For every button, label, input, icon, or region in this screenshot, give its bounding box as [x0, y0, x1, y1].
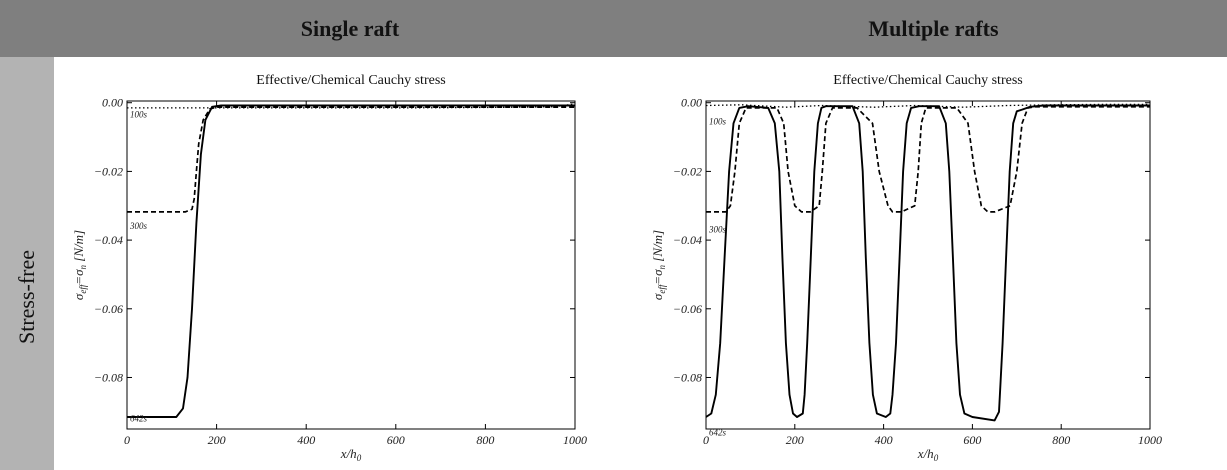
- x-tick-label: 200: [208, 433, 226, 447]
- y-tick-label: −0.02: [673, 164, 702, 178]
- chart-multiple-rafts: Effective/Chemical Cauchy stress 0 200 400 6…: [650, 73, 1162, 463]
- x-tick-label: 600: [963, 433, 981, 447]
- time-label: 100s: [709, 116, 727, 126]
- y-tick-label: 0.00: [681, 96, 702, 110]
- y-tick-label: −0.06: [94, 302, 123, 316]
- x-tick-label: 600: [387, 433, 405, 447]
- series-line-dashed: [127, 106, 575, 213]
- x-tick-label: 0: [124, 433, 130, 447]
- time-label: 642s: [130, 414, 148, 424]
- column-title-multiple-rafts: Multiple rafts: [868, 16, 999, 41]
- x-tick-label: 800: [1052, 433, 1070, 447]
- time-label: 642s: [709, 427, 727, 437]
- y-tick-label: −0.08: [94, 370, 123, 384]
- chart-single-raft: Effective/Chemical Cauchy stress 0 200 400 6…: [71, 73, 587, 463]
- plot-frame: [705, 100, 1151, 430]
- x-axis-label: x/h0: [340, 446, 362, 463]
- time-label: 300s: [129, 221, 148, 231]
- time-label: 100s: [130, 110, 148, 120]
- x-tick-label: 1000: [563, 433, 587, 447]
- header-band: [0, 0, 1227, 57]
- time-label: 300s: [708, 225, 727, 235]
- series-line-solid: [705, 104, 1150, 422]
- series-line-dashed: [706, 105, 1150, 213]
- y-tick-label: −0.06: [673, 302, 702, 316]
- y-axis-label: σeff=σn [N/m]: [650, 230, 667, 300]
- x-tick-label: 400: [297, 433, 315, 447]
- y-tick-label: −0.02: [94, 164, 123, 178]
- plot-frame: [126, 100, 576, 430]
- y-tick-label: −0.08: [673, 370, 702, 384]
- x-tick-label: 0: [703, 433, 709, 447]
- x-tick-label: 1000: [1138, 433, 1162, 447]
- x-tick-label: 800: [476, 433, 494, 447]
- x-tick-label: 200: [786, 433, 804, 447]
- row-label-stress-free: Stress-free: [14, 249, 39, 345]
- row-band: Stress-free: [0, 57, 54, 470]
- column-title-single-raft: Single raft: [300, 16, 400, 41]
- y-tick-label: 0.00: [102, 96, 123, 110]
- x-tick-label: 400: [875, 433, 893, 447]
- x-axis-label: x/h0: [917, 446, 939, 463]
- chart-title: Effective/Chemical Cauchy stress: [833, 73, 1022, 88]
- y-axis-label: σeff=σn [N/m]: [71, 230, 88, 300]
- y-tick-label: −0.04: [673, 233, 702, 247]
- series-line-solid: [127, 104, 575, 418]
- y-tick-label: −0.04: [94, 233, 123, 247]
- chart-title: Effective/Chemical Cauchy stress: [256, 73, 445, 88]
